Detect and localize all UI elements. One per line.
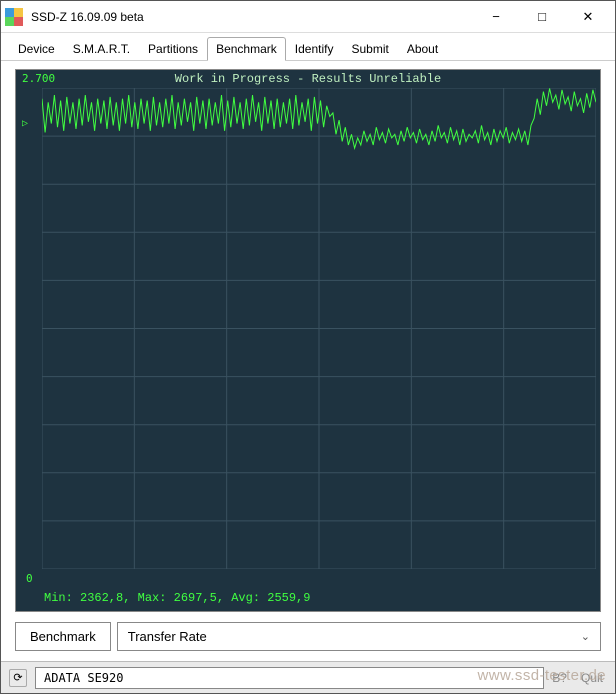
window-controls: − □ ✕	[473, 2, 611, 32]
tab-smart[interactable]: S.M.A.R.T.	[64, 37, 139, 60]
quit-button[interactable]: Quit	[581, 671, 603, 685]
refresh-icon[interactable]: ⟳	[9, 669, 27, 687]
device-field[interactable]: ADATA SE920	[35, 667, 544, 689]
app-window: SSD-Z 16.09.09 beta − □ ✕ Device S.M.A.R…	[0, 0, 616, 694]
transfer-rate-select[interactable]: Transfer Rate ⌄	[117, 622, 601, 651]
tab-device[interactable]: Device	[9, 37, 64, 60]
app-icon	[5, 8, 23, 26]
chart-stats: Min: 2362,8, Max: 2697,5, Avg: 2559,9	[16, 587, 600, 611]
tab-partitions[interactable]: Partitions	[139, 37, 207, 60]
tab-submit[interactable]: Submit	[342, 37, 397, 60]
benchmark-chart: Work in Progress - Results Unreliable 2.…	[15, 69, 601, 612]
chart-svg	[42, 88, 596, 569]
y-axis-min: 0	[26, 572, 33, 585]
y-axis-marker: ▷	[22, 118, 28, 129]
chevron-down-icon: ⌄	[581, 630, 590, 643]
controls-row: Benchmark Transfer Rate ⌄	[1, 616, 615, 661]
chart-plot: 2.700 ▷ 0	[16, 88, 600, 587]
minimize-button[interactable]: −	[473, 2, 519, 32]
tab-about[interactable]: About	[398, 37, 447, 60]
tab-bar: Device S.M.A.R.T. Partitions Benchmark I…	[1, 33, 615, 61]
select-value: Transfer Rate	[128, 629, 207, 644]
tab-benchmark[interactable]: Benchmark	[207, 37, 286, 61]
window-title: SSD-Z 16.09.09 beta	[31, 10, 473, 24]
close-button[interactable]: ✕	[565, 2, 611, 32]
status-hint: B?	[552, 671, 567, 685]
y-axis-max: 2.700	[22, 72, 55, 85]
benchmark-button[interactable]: Benchmark	[15, 622, 111, 651]
tab-identify[interactable]: Identify	[286, 37, 343, 60]
maximize-button[interactable]: □	[519, 2, 565, 32]
titlebar: SSD-Z 16.09.09 beta − □ ✕	[1, 1, 615, 33]
statusbar: ⟳ ADATA SE920 B? Quit	[1, 661, 615, 693]
chart-header: Work in Progress - Results Unreliable	[16, 70, 600, 88]
